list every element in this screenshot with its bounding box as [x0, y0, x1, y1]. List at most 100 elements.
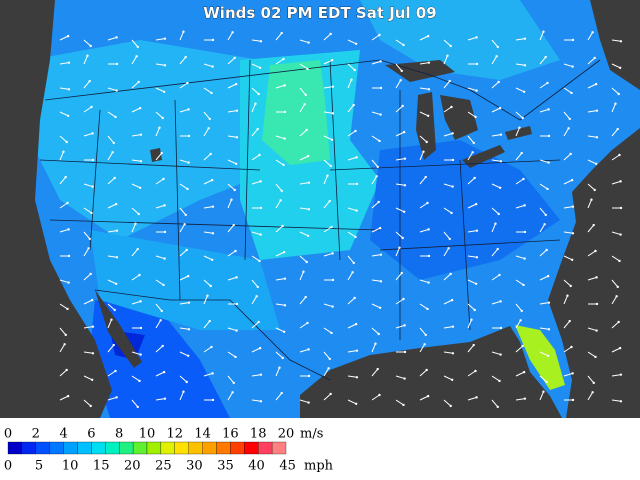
wind-arrow-head — [617, 92, 620, 96]
wind-arrow — [131, 223, 136, 233]
wind-arrow-head — [258, 66, 262, 69]
wind-arrow — [515, 371, 525, 377]
wind-arrow-head — [355, 156, 358, 159]
borders — [39, 59, 601, 381]
wind-arrow-head — [115, 396, 118, 399]
wind-arrow — [227, 32, 234, 41]
wind-arrow — [179, 275, 189, 281]
wind-arrow — [563, 179, 573, 185]
wind-arrow-head — [163, 204, 166, 207]
wind-arrow-head — [89, 44, 92, 48]
wind-arrow — [275, 159, 284, 166]
wind-arrow — [467, 370, 476, 377]
wind-arrow-head — [160, 309, 163, 313]
wind-arrow-head — [450, 378, 454, 381]
wind-arrow-head — [139, 160, 143, 163]
wind-arrow — [395, 183, 405, 186]
wind-arrow-head — [329, 32, 332, 36]
wind-arrow-head — [376, 165, 379, 169]
wind-arrow — [419, 228, 429, 233]
wind-arrow-head — [379, 86, 383, 90]
wind-arrow — [131, 207, 140, 215]
wind-arrow-head — [305, 260, 308, 264]
wind-arrow — [275, 183, 283, 192]
wind-arrow — [323, 175, 328, 185]
mph-unit: mph — [304, 459, 334, 474]
wind-arrow-head — [523, 257, 526, 260]
wind-arrow — [611, 399, 621, 402]
wind-arrow-head — [473, 176, 476, 180]
wind-arrow-head — [593, 56, 596, 60]
wind-arrow-head — [306, 154, 310, 158]
wind-arrow-head — [283, 137, 286, 140]
wind-arrow — [611, 231, 621, 236]
wind-arrow-head — [234, 162, 238, 165]
wind-arrow-head — [451, 185, 454, 188]
wind-arrow — [155, 345, 163, 353]
wind-arrow — [131, 248, 139, 257]
wind-arrow — [299, 207, 309, 210]
wind-arrow — [59, 303, 68, 310]
wind-arrow-head — [523, 230, 527, 234]
wind-arrow-head — [90, 298, 94, 302]
wind-arrow-head — [187, 161, 190, 164]
wind-arrow-head — [230, 198, 233, 201]
wind-arrow-head — [184, 55, 187, 59]
wind-arrow-head — [163, 257, 166, 260]
wind-arrow — [587, 224, 595, 233]
wind-arrow — [107, 344, 115, 353]
wind-arrow-head — [182, 390, 185, 393]
wind-arrow — [323, 327, 332, 334]
wind-arrow — [131, 183, 141, 189]
wind-arrow — [227, 327, 237, 332]
wind-arrow-head — [379, 280, 383, 283]
wind-arrow — [59, 176, 67, 185]
wind-arrow-head — [616, 127, 619, 131]
wind-arrow — [83, 231, 91, 240]
wind-arrow-head — [259, 180, 262, 183]
wind-arrow-head — [401, 104, 404, 108]
wind-arrow-head — [283, 84, 286, 87]
wind-arrow-head — [303, 103, 306, 106]
wind-arrow — [443, 207, 452, 214]
wind-arrow-head — [400, 271, 403, 275]
wind-arrow-head — [280, 391, 283, 395]
wind-arrow-head — [330, 138, 334, 141]
wind-arrow — [563, 279, 572, 287]
wind-arrow-head — [91, 158, 95, 162]
wind-arrow — [179, 56, 187, 65]
wind-arrow-head — [282, 163, 285, 167]
wind-arrow — [83, 207, 92, 214]
wind-arrow-head — [209, 152, 212, 156]
wind-arrow-head — [136, 45, 139, 49]
wind-arrow — [563, 346, 572, 353]
wind-arrow-head — [88, 79, 91, 83]
wind-arrow-head — [499, 326, 503, 330]
wind-arrow-head — [211, 65, 214, 68]
wind-arrow-head — [523, 397, 527, 400]
wind-arrow-head — [62, 150, 65, 153]
ms-tick-label: 2 — [32, 427, 40, 442]
wind-arrow — [227, 224, 235, 233]
wind-arrow-head — [496, 405, 499, 409]
wind-arrow-head — [451, 132, 454, 135]
wind-arrow-head — [546, 274, 550, 278]
wind-arrow — [251, 63, 261, 69]
wind-arrow — [107, 152, 114, 161]
wind-arrow-head — [355, 209, 358, 212]
wind-arrow — [491, 351, 501, 356]
wind-arrow — [611, 39, 621, 42]
wind-arrow-head — [494, 222, 497, 225]
wind-arrow-head — [426, 114, 430, 117]
gulf-of-mexico — [300, 326, 562, 418]
ms-tick-label: 18 — [250, 427, 267, 442]
wind-arrow — [515, 38, 525, 41]
wind-arrow — [419, 395, 429, 401]
wind-arrow — [563, 255, 573, 261]
wind-arrow-head — [91, 132, 94, 135]
wind-arrow — [419, 202, 428, 209]
wind-arrow-head — [139, 133, 143, 136]
wind-arrow-head — [595, 276, 598, 279]
wind-arrow — [515, 398, 525, 401]
wind-arrow-head — [136, 247, 139, 251]
